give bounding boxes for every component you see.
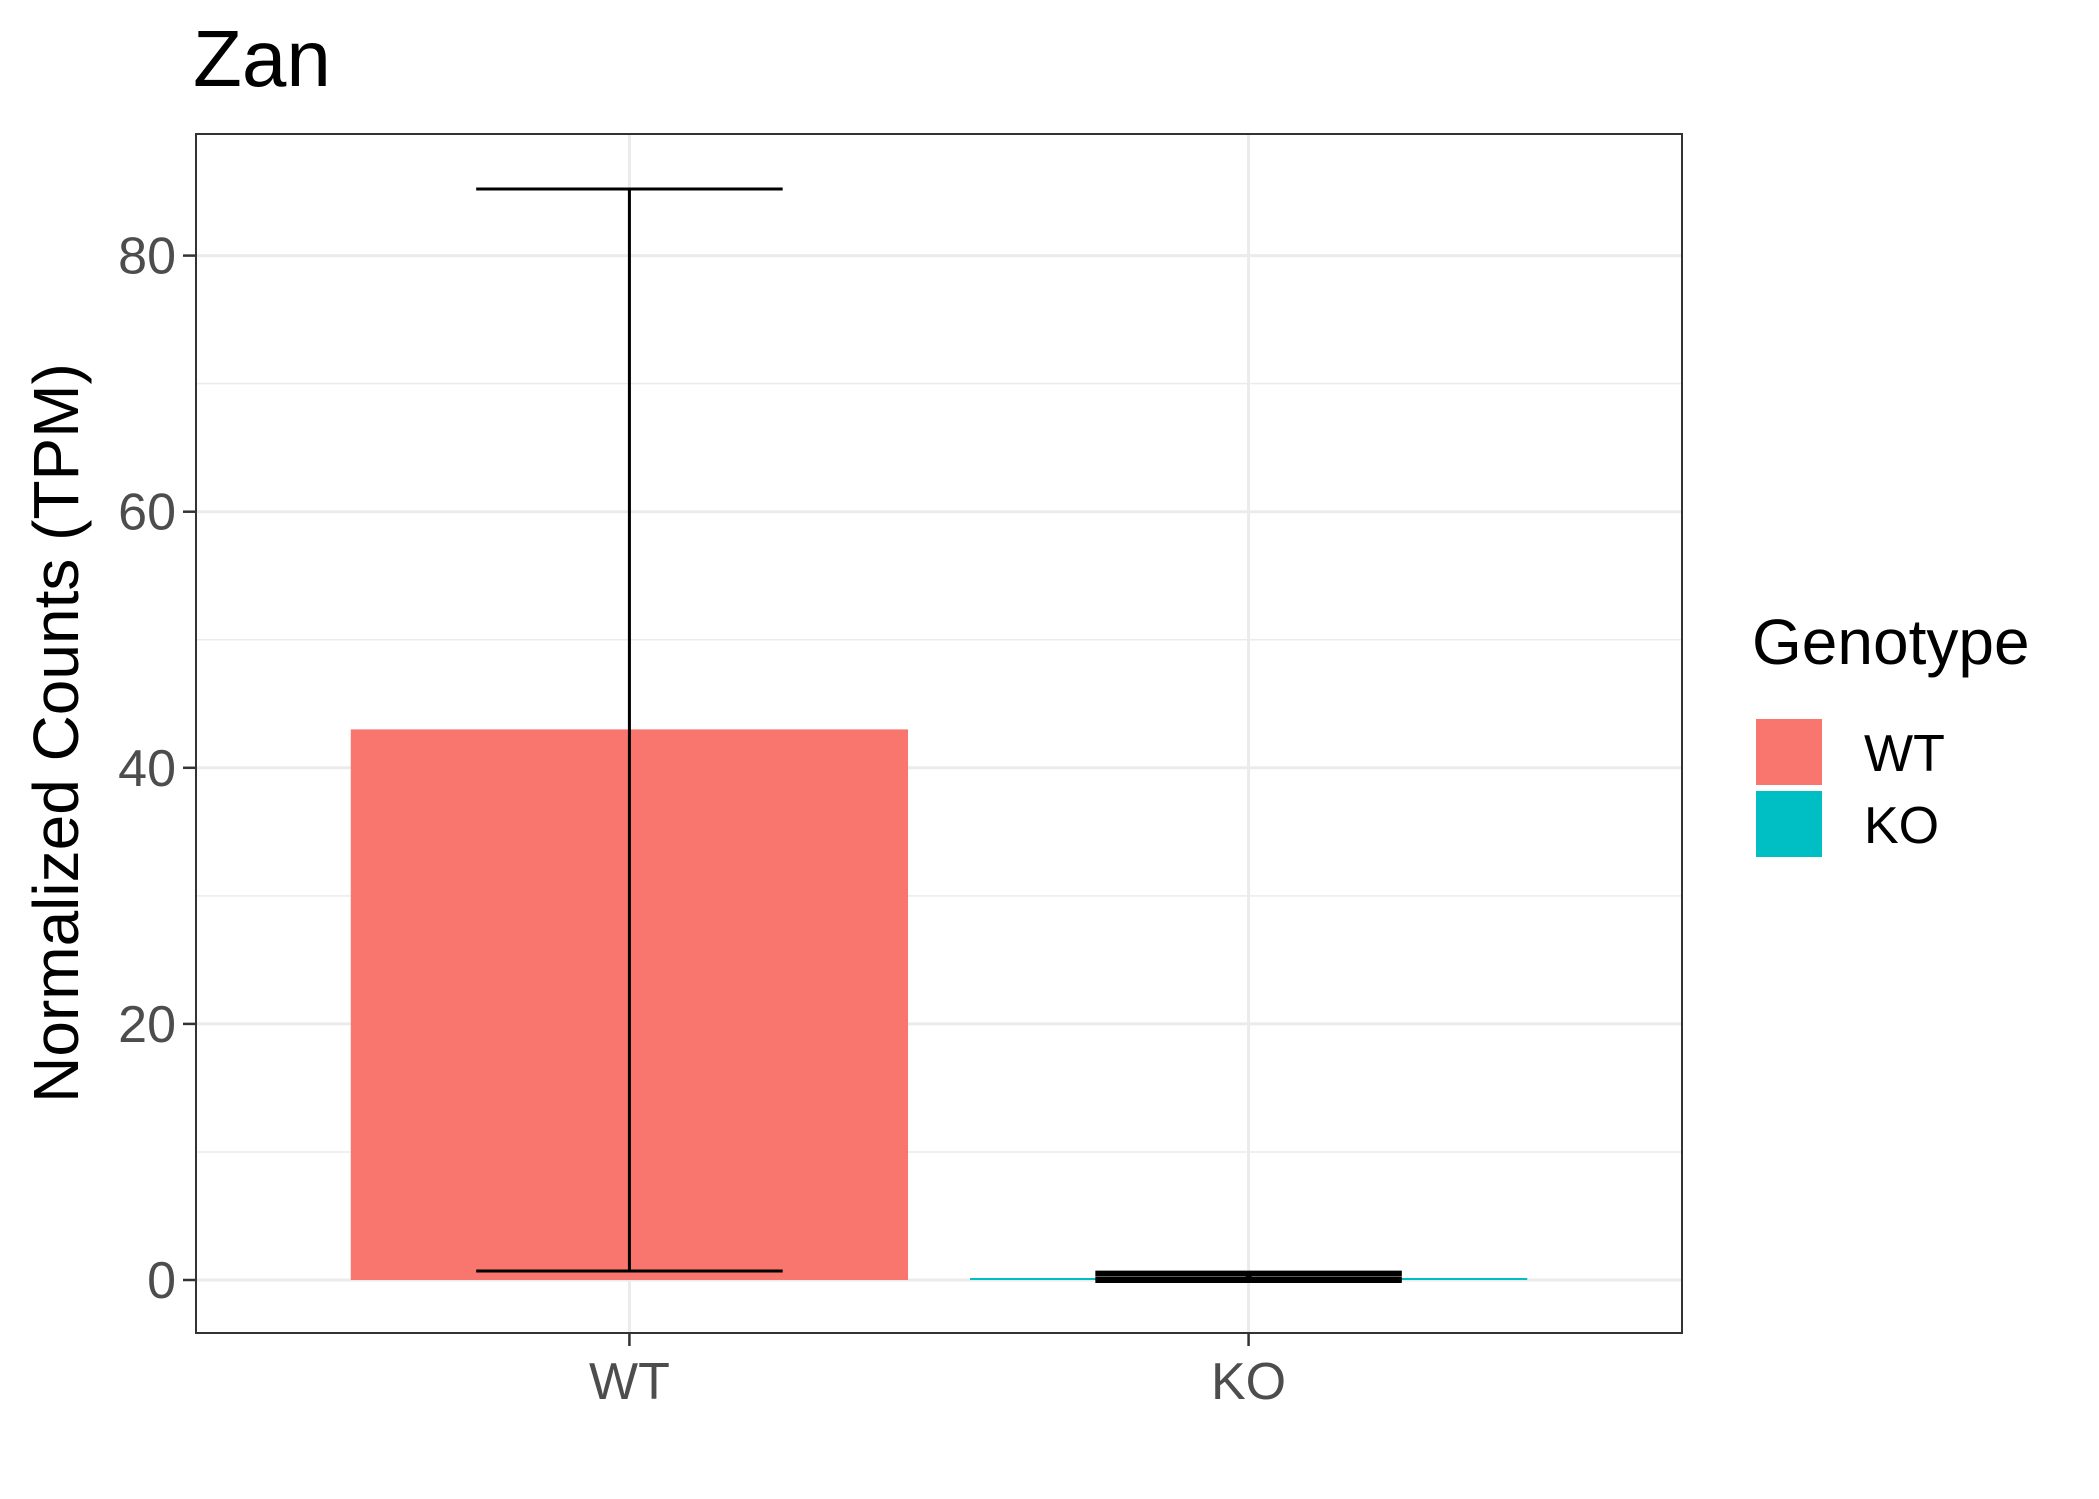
legend: WT KO — [1756, 719, 1945, 857]
y-tick-label: 60 — [118, 484, 176, 542]
legend-label-wt: WT — [1864, 725, 1945, 783]
chart-title: Zan — [193, 14, 331, 103]
legend-swatch-wt — [1756, 719, 1822, 785]
legend-title: Genotype — [1752, 606, 2030, 678]
legend-label-ko: KO — [1864, 797, 1939, 855]
error-bars — [476, 187, 1402, 1283]
x-tick-label: KO — [1211, 1353, 1286, 1411]
error-bar-wt — [476, 187, 783, 1273]
error-bar-ko — [1095, 1270, 1402, 1283]
y-tick-label: 20 — [118, 996, 176, 1054]
panel-border — [195, 133, 1683, 1334]
y-axis: 0 20 40 60 80 — [118, 228, 196, 1310]
y-tick-label: 40 — [118, 740, 176, 798]
y-tick-label: 80 — [118, 228, 176, 286]
x-tick-label: WT — [589, 1353, 670, 1411]
legend-swatch-ko — [1756, 791, 1822, 857]
x-axis: WT KO — [589, 1333, 1286, 1411]
y-tick-label: 0 — [147, 1252, 176, 1310]
y-axis-label: Normalized Counts (TPM) — [20, 363, 92, 1103]
